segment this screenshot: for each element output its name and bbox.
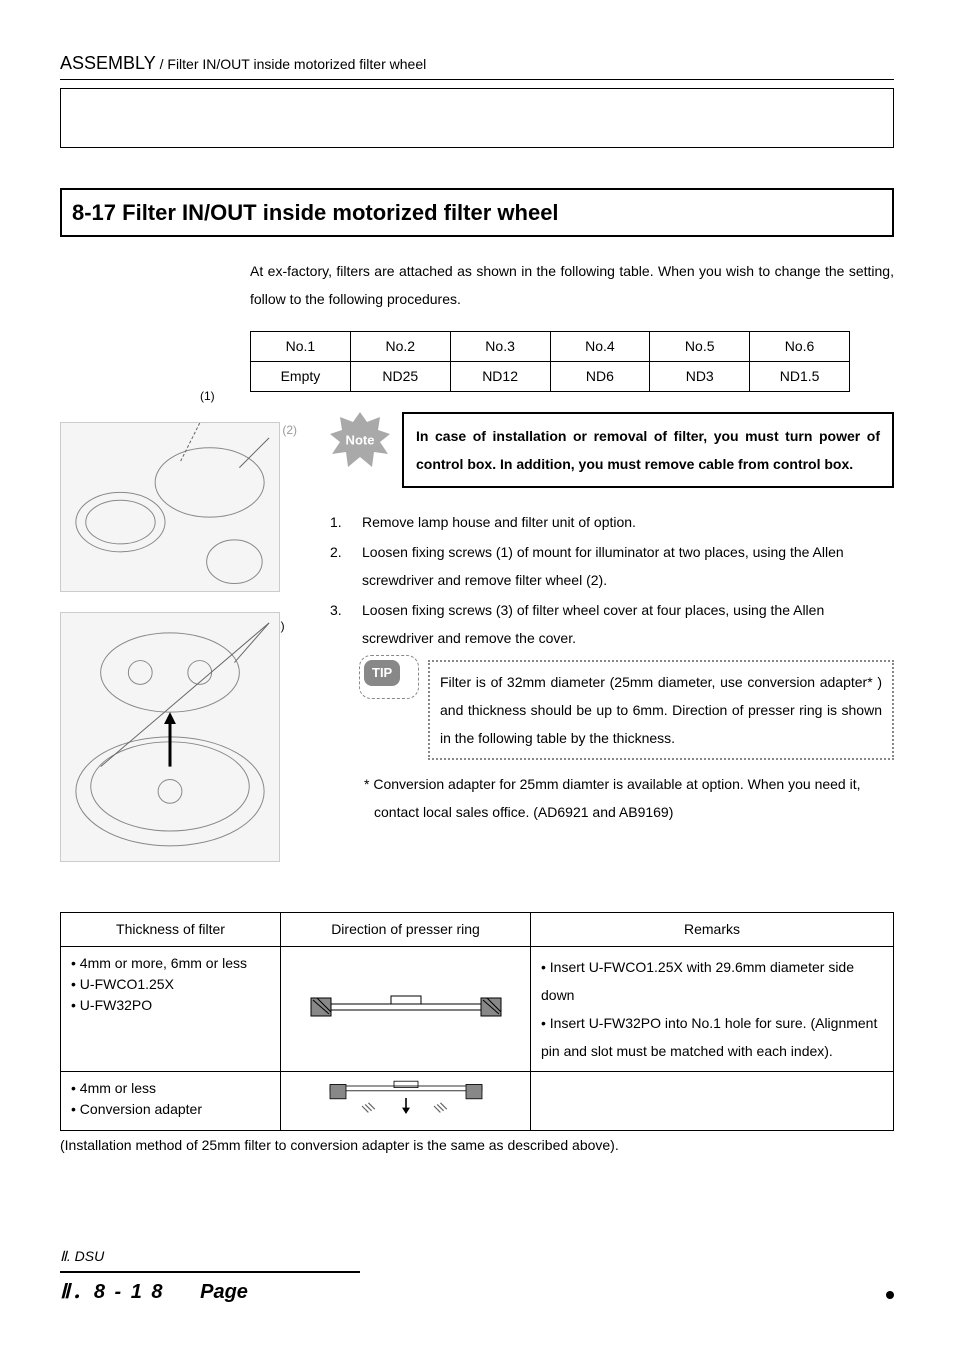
table-row: No.1 No.2 No.3 No.4 No.5 No.6 — [251, 332, 850, 362]
thickness-line: • Conversion adapter — [71, 1099, 270, 1120]
footer-page-label: Page — [200, 1281, 248, 1303]
thickness-cell: • 4mm or more, 6mm or less • U-FWCO1.25X… — [61, 947, 281, 1072]
tip-badge-border — [359, 655, 419, 699]
wheel-illustration-icon — [61, 613, 279, 861]
remark-line: • Insert U-FW32PO into No.1 hole for sur… — [541, 1009, 883, 1065]
table-header: Remarks — [531, 913, 894, 947]
footer-page: Ⅱ．8 - 1 8 Page — [60, 1271, 360, 1307]
remark-line: • Insert U-FWCO1.25X with 29.6mm diamete… — [541, 953, 883, 1009]
table-row: Empty ND25 ND12 ND6 ND3 ND1.5 — [251, 362, 850, 392]
filter-header-cell: No.5 — [650, 332, 750, 362]
thickness-line: • U-FWCO1.25X — [71, 974, 270, 995]
step-item: 2. Loosen fixing screws (1) of mount for… — [330, 538, 894, 594]
thickness-line: • U-FW32PO — [71, 995, 270, 1016]
diagram-mount: (2) — [60, 422, 280, 592]
tip-row: TIP Filter is of 32mm diameter (25mm dia… — [364, 660, 894, 760]
thickness-line: • 4mm or less — [71, 1078, 270, 1099]
callout-2: (2) — [282, 421, 297, 439]
note-badge: Note — [330, 412, 390, 467]
table-header: Thickness of filter — [61, 913, 281, 947]
step-text: Loosen fixing screws (1) of mount for il… — [362, 538, 894, 594]
remarks-cell — [531, 1072, 894, 1131]
filter-value-cell: Empty — [251, 362, 351, 392]
conversion-note: * Conversion adapter for 25mm diamter is… — [364, 770, 894, 826]
step-number: 2. — [330, 538, 348, 594]
table-header-row: Thickness of filter Direction of presser… — [61, 913, 894, 947]
remarks-cell: • Insert U-FWCO1.25X with 29.6mm diamete… — [531, 947, 894, 1072]
note-text: In case of installation or removal of fi… — [402, 412, 894, 488]
page-footer: Ⅱ. DSU Ⅱ．8 - 1 8 Page — [60, 1246, 894, 1307]
footer-doc-id: Ⅱ. DSU — [60, 1246, 360, 1267]
filter-header-cell: No.1 — [251, 332, 351, 362]
step-list: 1. Remove lamp house and filter unit of … — [330, 508, 894, 652]
presser-ring-up-icon — [301, 986, 511, 1026]
filter-header-cell: No.4 — [550, 332, 650, 362]
filter-value-cell: ND12 — [450, 362, 550, 392]
filter-header-cell: No.6 — [750, 332, 850, 362]
filter-value-cell: ND3 — [650, 362, 750, 392]
empty-header-frame — [60, 88, 894, 148]
section-title: 8-17 Filter IN/OUT inside motorized filt… — [60, 188, 894, 237]
step-item: 1. Remove lamp house and filter unit of … — [330, 508, 894, 536]
text-column: Note In case of installation or removal … — [330, 412, 894, 862]
filter-header-cell: No.3 — [450, 332, 550, 362]
diagram-wheel — [60, 612, 280, 862]
step-text: Remove lamp house and filter unit of opt… — [362, 508, 636, 536]
note-label: Note — [346, 430, 375, 450]
filter-table: No.1 No.2 No.3 No.4 No.5 No.6 Empty ND25… — [250, 331, 850, 392]
step-text: Loosen fixing screws (3) of filter wheel… — [362, 596, 894, 652]
step-number: 3. — [330, 596, 348, 652]
table-footnote: (Installation method of 25mm filter to c… — [60, 1135, 894, 1156]
tip-badge: TIP — [364, 660, 414, 694]
step-item: 3. Loosen fixing screws (3) of filter wh… — [330, 596, 894, 652]
table-row: • 4mm or more, 6mm or less • U-FWCO1.25X… — [61, 947, 894, 1072]
footer-left: Ⅱ. DSU Ⅱ．8 - 1 8 Page — [60, 1246, 360, 1307]
diagram-column: (1) (2) (3) — [60, 412, 310, 862]
thickness-cell: • 4mm or less • Conversion adapter — [61, 1072, 281, 1131]
presser-ring-down-icon — [301, 1078, 511, 1118]
table-row: • 4mm or less • Conversion adapter — [61, 1072, 894, 1131]
filter-value-cell: ND1.5 — [750, 362, 850, 392]
breadcrumb: ASSEMBLY / Filter IN/OUT inside motorize… — [60, 50, 894, 80]
thickness-line: • 4mm or more, 6mm or less — [71, 953, 270, 974]
direction-cell — [281, 1072, 531, 1131]
direction-cell — [281, 947, 531, 1072]
breadcrumb-sub: / Filter IN/OUT inside motorized filter … — [156, 56, 427, 72]
callout-1: (1) — [200, 387, 215, 405]
tip-text: Filter is of 32mm diameter (25mm diamete… — [428, 660, 894, 760]
step-number: 1. — [330, 508, 348, 536]
intro-text: At ex-factory, filters are attached as s… — [250, 257, 894, 313]
filter-value-cell: ND25 — [350, 362, 450, 392]
table-header: Direction of presser ring — [281, 913, 531, 947]
filter-value-cell: ND6 — [550, 362, 650, 392]
note-row: Note In case of installation or removal … — [330, 412, 894, 488]
filter-header-cell: No.2 — [350, 332, 450, 362]
content-row: (1) (2) (3) — [60, 412, 894, 862]
footer-page-number: Ⅱ．8 - 1 8 — [60, 1281, 165, 1303]
footer-dot-icon — [886, 1291, 894, 1299]
mount-illustration-icon — [61, 423, 279, 591]
presser-ring-table: Thickness of filter Direction of presser… — [60, 912, 894, 1131]
breadcrumb-main: ASSEMBLY — [60, 53, 156, 73]
